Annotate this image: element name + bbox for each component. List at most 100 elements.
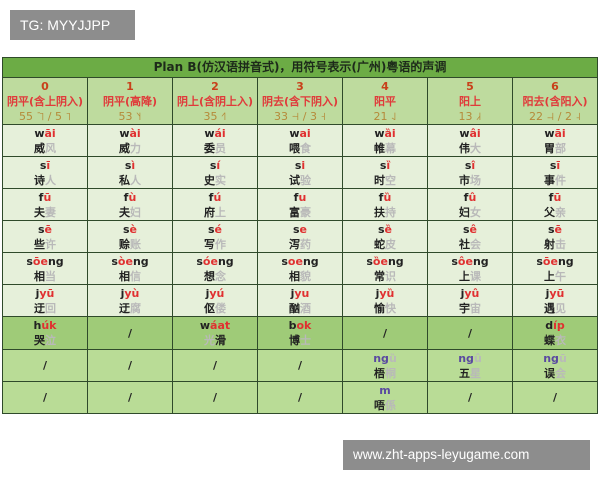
syllable: wai [258, 126, 342, 141]
example-char: 夫 [119, 205, 130, 219]
syllable-initial: w [544, 126, 555, 140]
syllable: si [258, 158, 342, 173]
example-word: 五星 [428, 366, 512, 381]
syllable-final: yú [209, 286, 225, 300]
syllable-coda: ng [557, 254, 574, 268]
syllable-final: áat [210, 319, 231, 332]
syllable: jyû [428, 286, 512, 301]
table-row: / / / / m 唔係 / / [2, 381, 598, 414]
example-char: 诗 [34, 173, 45, 187]
example-word: 委员 [173, 141, 257, 156]
example-char: 威 [119, 141, 130, 155]
syllable-final: ȁi [384, 126, 396, 140]
example-char: 写 [204, 237, 215, 251]
syllable-final: ài [129, 126, 141, 140]
example-context: 豪 [300, 205, 311, 219]
example-word: 父亲 [513, 205, 597, 220]
example-context: 账 [130, 237, 141, 251]
example-char: 滑 [215, 334, 226, 347]
syllable-final: ȕ [388, 351, 397, 365]
table-cell: jyū 遇见 [512, 284, 598, 317]
example-context: 士 [300, 334, 311, 347]
syllable: sī [513, 158, 597, 173]
example-context: 信 [130, 269, 141, 283]
syllable-initial: s [549, 158, 557, 172]
example-context: 人 [130, 173, 141, 187]
empty-slash: / [212, 391, 218, 404]
example-word: 迂腐 [88, 301, 172, 316]
table-cell: sî 市场 [427, 156, 513, 189]
empty-slash: / [212, 359, 218, 372]
example-context: 员 [215, 141, 226, 155]
syllable-initial: w [289, 126, 300, 140]
syllable-initial: f [38, 190, 44, 204]
tone-name: 阳上 [459, 94, 481, 108]
table-cell: jyû 宇宙 [427, 284, 513, 317]
table-cell: jyū 迂回 [2, 284, 88, 317]
syllable-initial: j [460, 286, 465, 300]
example-context: 空 [385, 173, 396, 187]
syllable-final: è [129, 222, 138, 236]
example-char: 遇 [544, 301, 555, 315]
syllable-initial: j [375, 286, 380, 300]
table-cell: / [172, 349, 258, 382]
example-char: 事 [544, 173, 555, 187]
example-char: 史 [204, 173, 215, 187]
example-word: 扶持 [343, 205, 427, 220]
tone-value: 35 ˧˥ [203, 109, 227, 123]
syllable-initial: f [123, 190, 129, 204]
table-cell: jyú 伛偻 [172, 284, 258, 317]
example-char: 喂 [289, 141, 300, 155]
syllable: díp [513, 318, 597, 333]
example-char: 酗 [289, 301, 300, 315]
example-word: 相信 [88, 269, 172, 284]
syllable-final: ōe [542, 254, 558, 268]
example-char: 迂 [34, 301, 45, 315]
example-context: 许 [45, 237, 56, 251]
syllable-initial: s [196, 254, 203, 268]
table-cell: soeng 相貌 [257, 252, 343, 285]
syllable: jyù [88, 286, 172, 301]
empty-slash: / [42, 359, 48, 372]
syllable-final: ȉ [386, 158, 391, 172]
example-char: 时 [374, 173, 385, 187]
example-context: 泣 [45, 334, 56, 347]
example-context: 幕 [385, 141, 396, 155]
example-word: 时空 [343, 173, 427, 188]
example-context: 人 [45, 173, 56, 187]
example-context: 偻 [215, 301, 226, 315]
example-context: 识 [385, 269, 396, 283]
example-context: 午 [555, 269, 566, 283]
syllable: sōeng [3, 254, 87, 269]
syllable-initial: d [545, 319, 554, 332]
example-char: 哭 [34, 334, 45, 347]
syllable: fú [173, 190, 257, 205]
tone-name: 阳去(含阳入) [522, 94, 588, 108]
example-char: 相 [289, 269, 300, 283]
tone-header-2: 2 阴上(含阴上入) 35 ˧˥ [172, 77, 258, 125]
table-title: Plan B(仿汉语拼音式)，用符号表示(广州)粤语的声调 [2, 57, 598, 78]
syllable-final: i [301, 158, 306, 172]
syllable: sè [88, 222, 172, 237]
tone-number: 6 [551, 79, 559, 93]
example-context: 药 [300, 237, 311, 251]
syllable-final: ē [44, 222, 53, 236]
example-char: 富 [289, 205, 300, 219]
syllable-initial: s [366, 254, 373, 268]
table-cell: fû 妇女 [427, 188, 513, 221]
example-word: 哭泣 [3, 333, 87, 348]
example-context: 上 [215, 205, 226, 219]
tone-header-4: 4 阳平 21 ˨˩ [342, 77, 428, 125]
syllable-initial: w [119, 126, 130, 140]
example-char: 唔 [374, 398, 385, 412]
table-cell: / [87, 349, 173, 382]
syllable-initial: h [33, 319, 42, 332]
table-cell: jyu 酗酒 [257, 284, 343, 317]
table-cell: wáat 光滑 [172, 316, 258, 350]
example-context: 持 [385, 205, 396, 219]
syllable: wâi [428, 126, 512, 141]
table-cell: wài 威力 [87, 124, 173, 157]
table-cell: wái 委员 [172, 124, 258, 157]
syllable-final: íp [553, 319, 565, 332]
syllable: sôeng [428, 254, 512, 269]
